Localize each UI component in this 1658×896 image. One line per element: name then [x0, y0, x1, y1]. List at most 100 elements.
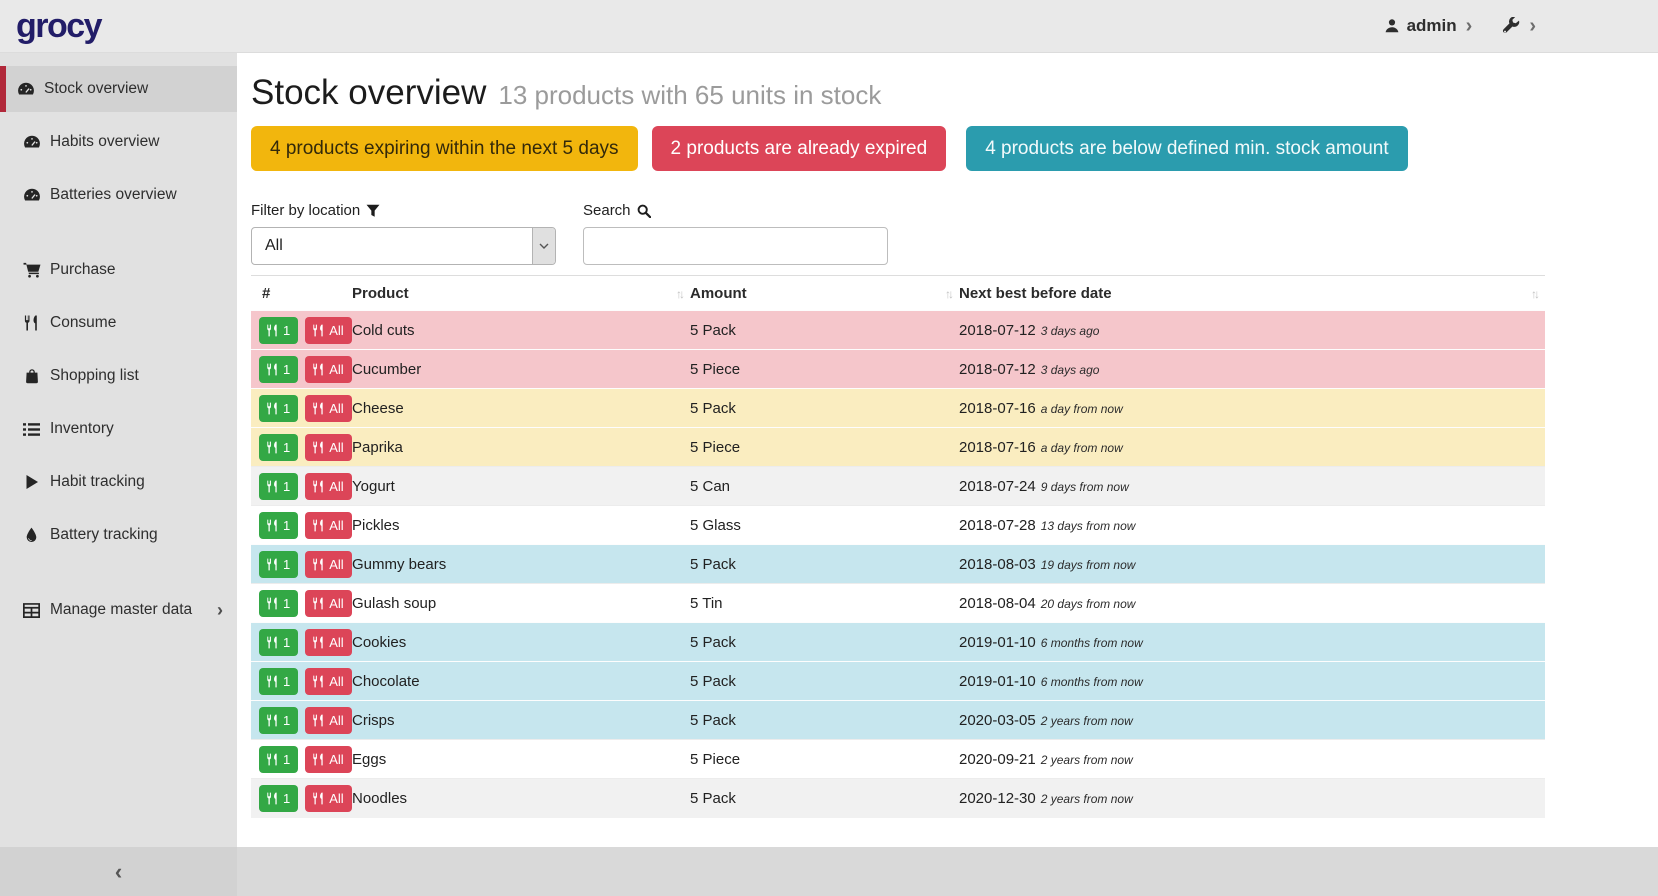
wrench-icon — [1502, 17, 1520, 35]
consume-one-button[interactable]: 1 — [259, 355, 299, 383]
consume-all-button[interactable]: All — [305, 394, 352, 422]
page-title: Stock overview — [251, 73, 487, 112]
sidebar-item-battery-tracking[interactable]: Battery tracking — [0, 512, 237, 558]
consume-one-button[interactable]: 1 — [259, 511, 299, 539]
consume-all-button[interactable]: All — [305, 667, 352, 695]
consume-one-button[interactable]: 1 — [259, 784, 299, 812]
column-header-amount[interactable]: ↑↓ Amount — [690, 275, 959, 311]
sort-icon[interactable]: ↑↓ — [1531, 287, 1540, 301]
sidebar-item-purchase[interactable]: Purchase — [0, 247, 237, 293]
main-area: Stock overview 13 products with 65 units… — [237, 53, 1658, 896]
table-row: 1 All Gulash soup 5 Tin 2018-08-04 20 day… — [251, 583, 1545, 623]
product-name: Chocolate — [352, 661, 690, 701]
column-header-next-best-before-date[interactable]: ↑↓ Next best before date — [959, 275, 1545, 311]
product-amount: 5 Piece — [690, 349, 959, 389]
droplet-icon — [22, 527, 41, 543]
next-best-before-date: 2020-03-05 2 years from now — [959, 700, 1545, 740]
settings-menu[interactable]: › — [1502, 16, 1538, 36]
sidebar-item-label: Batteries overview — [50, 186, 177, 203]
shopping-bag-icon — [22, 368, 41, 384]
expiring-products-badge[interactable]: 4 products expiring within the next 5 da… — [251, 126, 638, 171]
consume-all-button[interactable]: All — [305, 355, 352, 383]
tachometer-icon — [22, 187, 41, 203]
product-amount: 5 Pack — [690, 661, 959, 701]
consume-one-button[interactable]: 1 — [259, 667, 299, 695]
product-amount: 5 Piece — [690, 739, 959, 779]
search-input[interactable] — [583, 227, 888, 265]
next-best-before-date: 2020-09-21 2 years from now — [959, 739, 1545, 779]
sidebar-item-stock-overview[interactable]: Stock overview — [0, 66, 237, 112]
consume-all-button[interactable]: All — [305, 316, 352, 344]
location-filter-label: Filter by location — [251, 202, 361, 219]
sidebar-item-label: Habit tracking — [50, 473, 145, 490]
sidebar-item-manage-master-data[interactable]: Manage master data › — [0, 587, 237, 633]
consume-one-button[interactable]: 1 — [259, 589, 299, 617]
product-name: Pickles — [352, 505, 690, 545]
table-row: 1 All Paprika 5 Piece 2018-07-16 a day fr… — [251, 427, 1545, 467]
product-amount: 5 Pack — [690, 310, 959, 350]
next-best-before-date: 2018-07-24 9 days from now — [959, 466, 1545, 506]
column-header-number: # — [251, 275, 352, 311]
sort-icon[interactable]: ↑↓ — [945, 287, 954, 301]
next-best-before-date: 2018-07-12 3 days ago — [959, 349, 1545, 389]
consume-one-button[interactable]: 1 — [259, 706, 299, 734]
play-icon — [22, 474, 41, 490]
product-name: Gulash soup — [352, 583, 690, 623]
table-row: 1 All Cheese 5 Pack 2018-07-16 a day from… — [251, 388, 1545, 428]
consume-all-button[interactable]: All — [305, 550, 352, 578]
consume-one-button[interactable]: 1 — [259, 316, 299, 344]
sort-icon[interactable]: ↑↓ — [676, 287, 685, 301]
product-name: Noodles — [352, 778, 690, 818]
sidebar-item-label: Inventory — [50, 420, 114, 437]
consume-all-button[interactable]: All — [305, 511, 352, 539]
grocy-logo: grocy — [16, 6, 103, 45]
sidebar-item-shopping-list[interactable]: Shopping list — [0, 353, 237, 399]
next-best-before-date: 2019-01-10 6 months from now — [959, 622, 1545, 662]
sidebar-item-label: Purchase — [50, 261, 116, 278]
consume-one-button[interactable]: 1 — [259, 472, 299, 500]
consume-all-button[interactable]: All — [305, 706, 352, 734]
sidebar-item-habits-overview[interactable]: Habits overview — [0, 119, 237, 165]
table-row: 1 All Pickles 5 Glass 2018-07-28 13 days … — [251, 505, 1545, 545]
below-min-stock-badge[interactable]: 4 products are below defined min. stock … — [966, 126, 1408, 171]
sidebar-item-inventory[interactable]: Inventory — [0, 406, 237, 452]
sidebar-item-label: Shopping list — [50, 367, 139, 384]
product-name: Eggs — [352, 739, 690, 779]
consume-all-button[interactable]: All — [305, 472, 352, 500]
consume-one-button[interactable]: 1 — [259, 628, 299, 656]
consume-all-button[interactable]: All — [305, 589, 352, 617]
consume-one-button[interactable]: 1 — [259, 745, 299, 773]
consume-one-button[interactable]: 1 — [259, 394, 299, 422]
page-subtitle: 13 products with 65 units in stock — [498, 80, 882, 110]
top-bar: grocy admin › › — [0, 0, 1658, 53]
product-amount: 5 Pack — [690, 778, 959, 818]
sidebar-item-batteries-overview[interactable]: Batteries overview — [0, 172, 237, 218]
next-best-before-date: 2018-07-16 a day from now — [959, 427, 1545, 467]
consume-one-button[interactable]: 1 — [259, 433, 299, 461]
settings-caret-icon: › — [1529, 15, 1536, 37]
consume-all-button[interactable]: All — [305, 745, 352, 773]
location-filter-select[interactable]: All — [251, 227, 556, 265]
sidebar-item-label: Stock overview — [44, 80, 149, 97]
product-name: Gummy bears — [352, 544, 690, 584]
next-best-before-date: 2018-08-04 20 days from now — [959, 583, 1545, 623]
column-header-product[interactable]: ↑↓ Product — [352, 275, 690, 311]
user-menu[interactable]: admin › — [1384, 16, 1475, 36]
table-row: 1 All Cookies 5 Pack 2019-01-10 6 months … — [251, 622, 1545, 662]
filter-icon — [366, 204, 380, 218]
table-row: 1 All Cucumber 5 Piece 2018-07-12 3 days … — [251, 349, 1545, 389]
collapse-sidebar-button[interactable]: ‹ — [114, 858, 123, 884]
product-amount: 5 Glass — [690, 505, 959, 545]
table-row: 1 All Eggs 5 Piece 2020-09-21 2 years fro… — [251, 739, 1545, 779]
expired-products-badge[interactable]: 2 products are already expired — [651, 126, 947, 171]
product-name: Crisps — [352, 700, 690, 740]
search-icon — [637, 204, 651, 218]
sidebar-item-habit-tracking[interactable]: Habit tracking — [0, 459, 237, 505]
next-best-before-date: 2018-07-16 a day from now — [959, 388, 1545, 428]
sidebar-item-consume[interactable]: Consume — [0, 300, 237, 346]
consume-all-button[interactable]: All — [305, 784, 352, 812]
consume-all-button[interactable]: All — [305, 433, 352, 461]
consume-all-button[interactable]: All — [305, 628, 352, 656]
search-label: Search — [583, 202, 631, 219]
consume-one-button[interactable]: 1 — [259, 550, 299, 578]
